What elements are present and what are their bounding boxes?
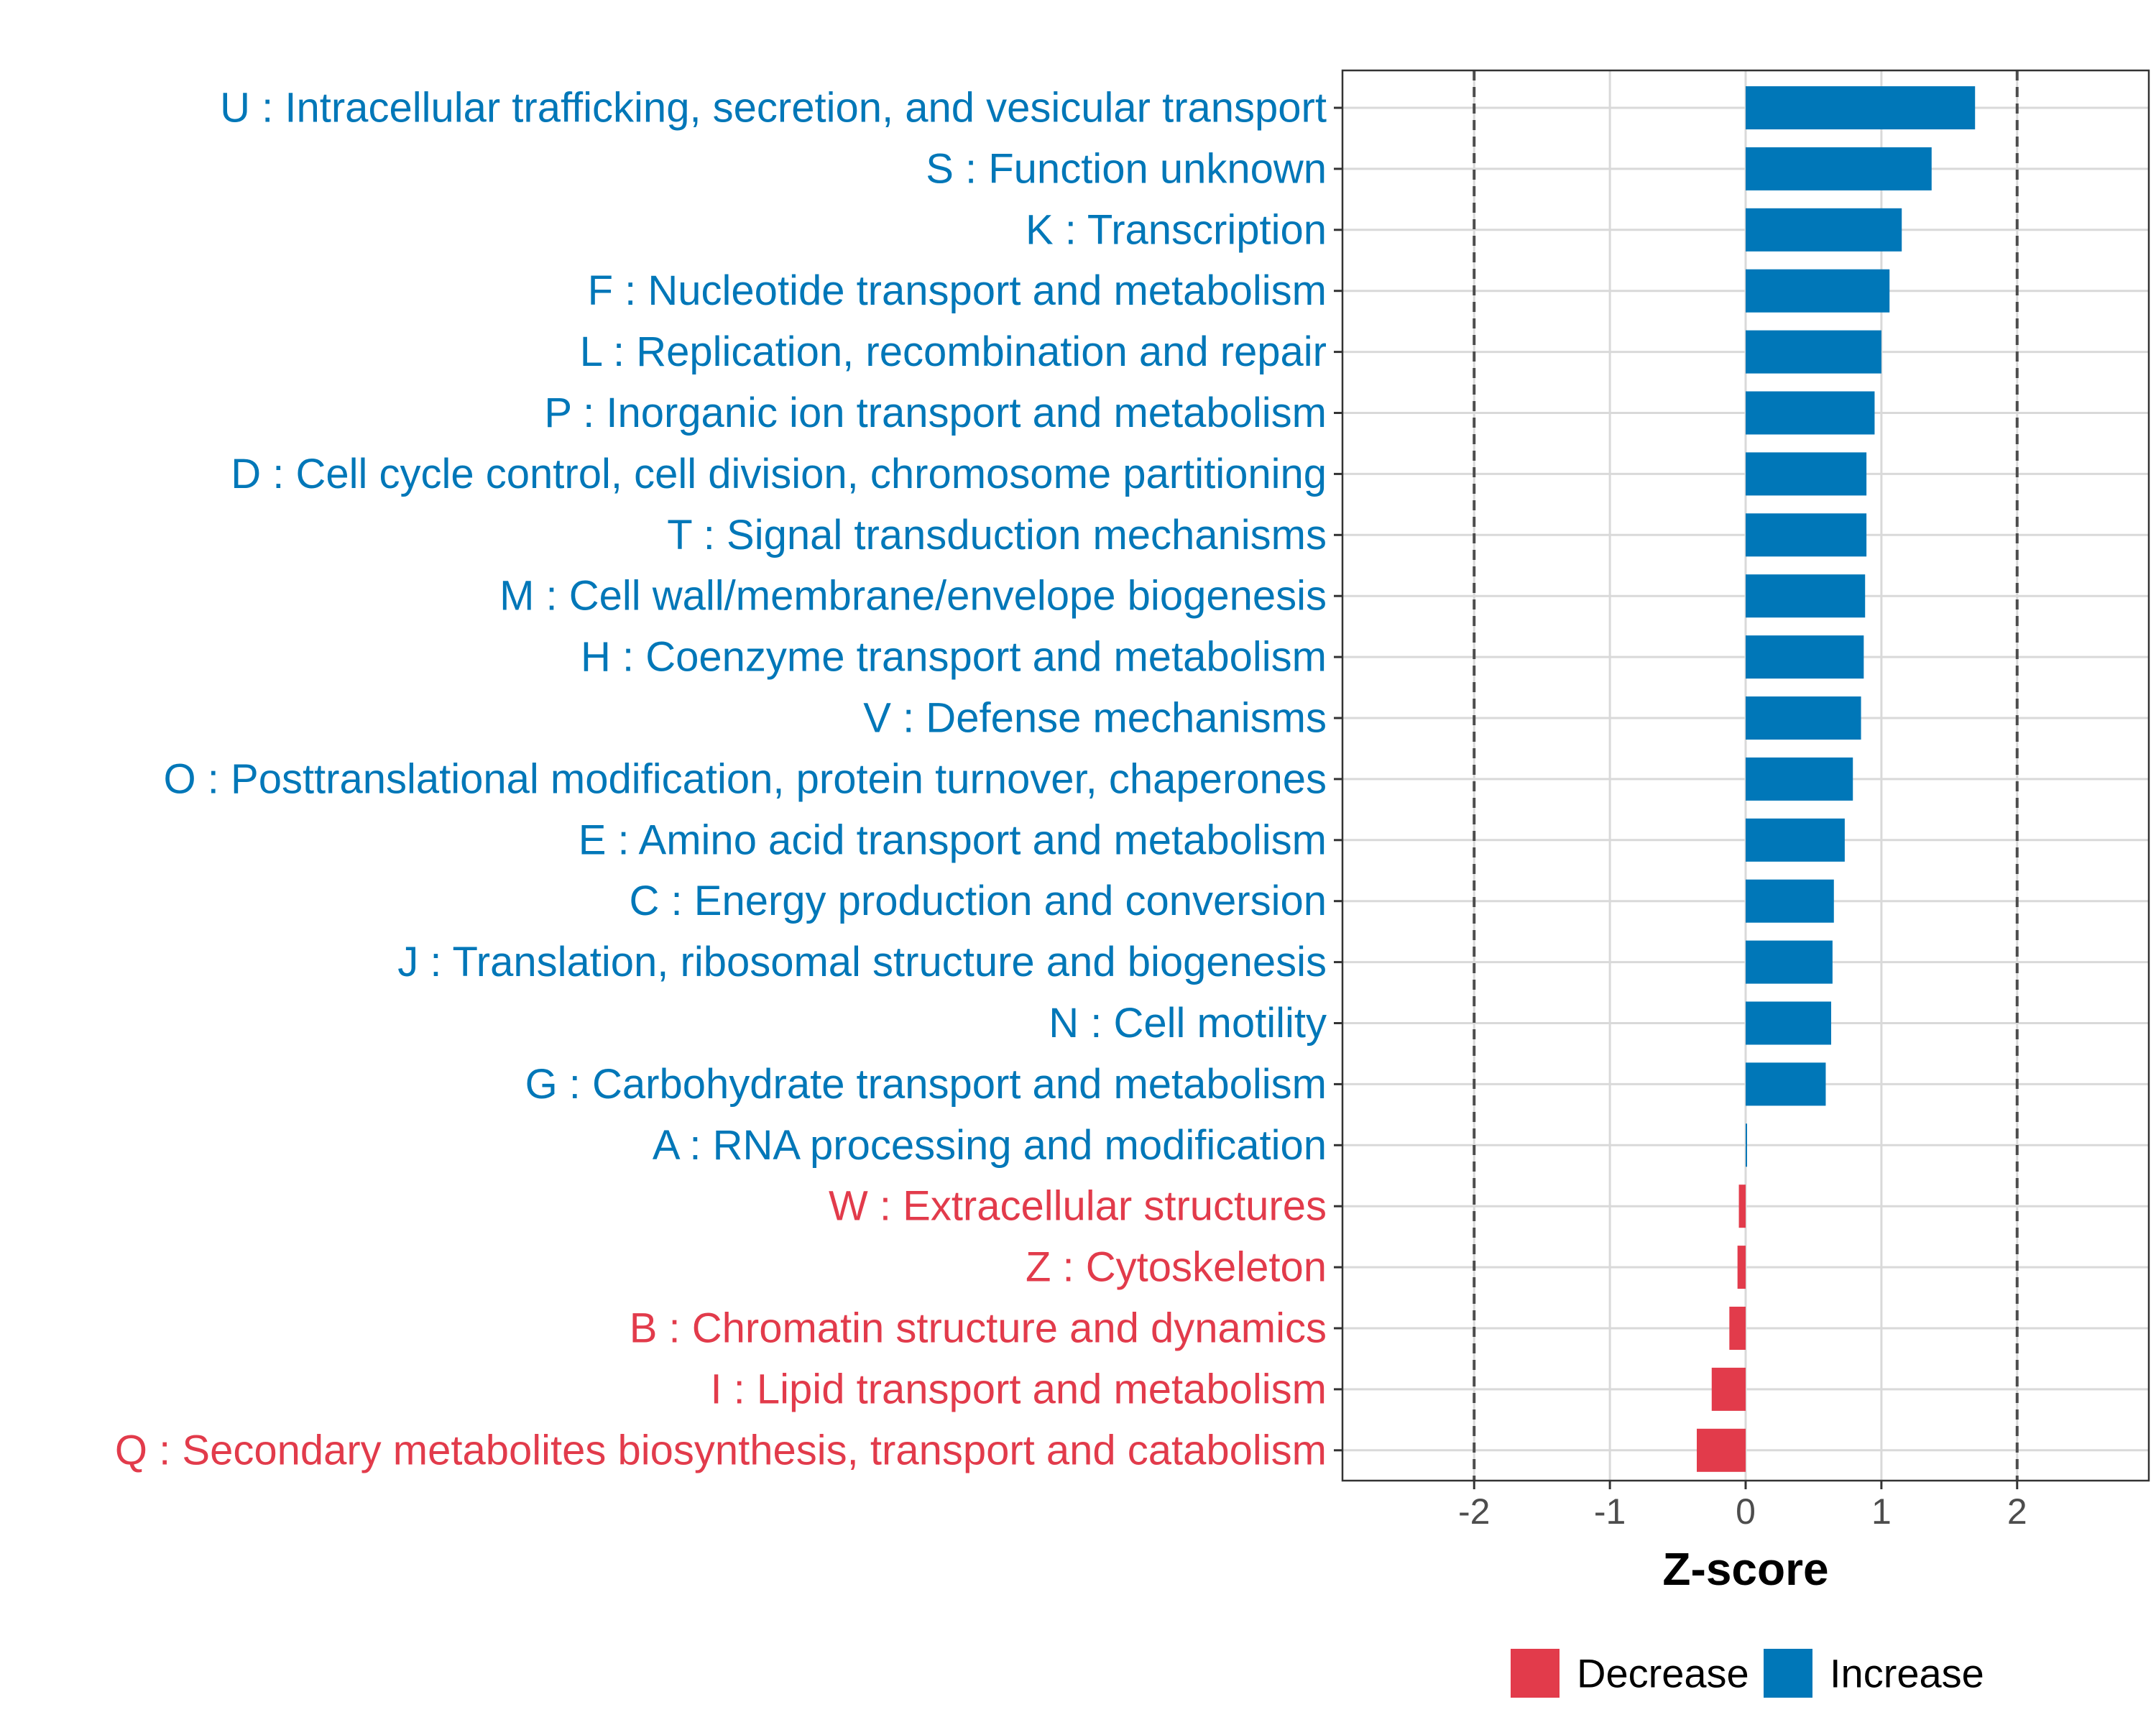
bar [1729, 1307, 1746, 1350]
category-label: M : Cell wall/membrane/envelope biogenes… [499, 573, 1327, 620]
legend-swatch [1511, 1649, 1560, 1698]
category-label: Q : Secondary metabolites biosynthesis, … [115, 1427, 1327, 1473]
bar [1746, 147, 1932, 190]
bar [1746, 574, 1866, 618]
category-label: L : Replication, recombination and repai… [580, 328, 1327, 375]
bar [1746, 330, 1881, 374]
bar [1746, 208, 1902, 252]
bar [1746, 757, 1853, 801]
legend-swatch [1764, 1649, 1812, 1698]
bar [1697, 1428, 1746, 1472]
bar [1746, 1001, 1831, 1045]
x-tick-label: -2 [1458, 1491, 1490, 1532]
bar [1746, 452, 1867, 496]
reference-lines [1473, 70, 2019, 1481]
category-label: K : Transcription [1026, 206, 1327, 253]
bar [1746, 1062, 1826, 1106]
category-label: I : Lipid transport and metabolism [710, 1366, 1327, 1412]
x-tick-label: 2 [2007, 1491, 2027, 1532]
category-label: J : Translation, ribosomal structure and… [397, 939, 1327, 985]
bar [1746, 879, 1834, 923]
y-axis-ticks [1334, 106, 1342, 1452]
bar [1746, 635, 1864, 679]
category-label: O : Posttranslational modification, prot… [164, 755, 1327, 802]
bar [1738, 1184, 1746, 1228]
x-tick-label: -1 [1594, 1491, 1626, 1532]
category-label: B : Chromatin structure and dynamics [630, 1305, 1327, 1352]
category-label: Z : Cytoskeleton [1026, 1244, 1327, 1291]
bar [1746, 513, 1867, 557]
legend: Decrease Increase [1511, 1649, 1984, 1698]
bar [1746, 696, 1861, 740]
category-label: H : Coenzyme transport and metabolism [581, 634, 1327, 681]
bars [1697, 86, 1976, 1472]
bar [1737, 1246, 1746, 1289]
x-tick-label: 0 [1736, 1491, 1756, 1532]
bar [1746, 940, 1833, 984]
category-label: S : Function unknown [926, 145, 1327, 192]
legend-label: Increase [1830, 1651, 1984, 1696]
category-label: F : Nucleotide transport and metabolism [588, 267, 1327, 314]
category-label: V : Defense mechanisms [863, 695, 1327, 742]
category-label: C : Energy production and conversion [630, 878, 1327, 924]
bar [1711, 1367, 1746, 1411]
category-labels: U : Intracellular trafficking, secretion… [115, 85, 1327, 1474]
category-label: G : Carbohydrate transport and metabolis… [525, 1061, 1327, 1108]
bar [1746, 1123, 1747, 1167]
legend-label: Decrease [1577, 1651, 1749, 1696]
x-tick-label: 1 [1871, 1491, 1892, 1532]
category-label: U : Intracellular trafficking, secretion… [220, 85, 1327, 132]
bar [1746, 269, 1890, 313]
category-label: T : Signal transduction mechanisms [667, 512, 1327, 558]
bar [1746, 391, 1875, 435]
category-label: E : Amino acid transport and metabolism [579, 816, 1327, 863]
category-label: A : RNA processing and modification [653, 1122, 1327, 1169]
x-axis-title: Z-score [1662, 1543, 1828, 1595]
category-label: N : Cell motility [1049, 1000, 1327, 1046]
bar [1746, 818, 1845, 862]
x-axis-ticks: -2 -1 0 1 2 [1458, 1481, 2027, 1532]
category-label: D : Cell cycle control, cell division, c… [231, 451, 1327, 497]
category-label: P : Inorganic ion transport and metaboli… [544, 390, 1327, 436]
bar [1746, 86, 1976, 129]
category-label: W : Extracellular structures [829, 1183, 1327, 1230]
